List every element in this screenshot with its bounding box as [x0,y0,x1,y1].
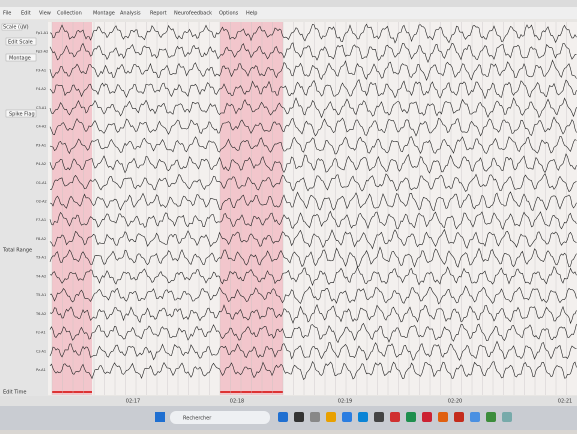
button-text[interactable]: Montage [9,56,31,62]
taskbar-icon[interactable] [326,412,336,422]
taskbar-icon[interactable] [390,412,400,422]
taskbar-icon[interactable] [406,412,416,422]
taskbar-icon[interactable] [486,412,496,422]
button-text[interactable]: Edit Scale [8,40,33,46]
channel-label: P4-A2 [36,162,46,166]
eeg-area [48,22,577,395]
menu-item[interactable]: Neurofeedback [174,11,212,17]
time-bar [0,396,577,406]
channel-label: T3-A1 [35,256,46,260]
time-label: 02:17 [126,399,140,405]
taskbar-icon[interactable] [278,412,288,422]
channel-label: Cz-A1 [36,349,46,353]
taskbar-icon[interactable] [502,412,512,422]
menu-bar [0,7,577,19]
channel-label: F4-A2 [36,87,46,91]
taskbar-icon[interactable] [374,412,384,422]
search-text[interactable]: Rechercher [183,416,212,422]
time-label: 02:18 [230,399,244,405]
channel-label: Pz-A1 [36,368,46,372]
title-bar [0,0,577,7]
time-label: 02:21 [558,399,572,405]
screen: Rechercher Scale (uV) Edit Scale Montage… [0,0,577,430]
taskbar-icon[interactable] [294,412,304,422]
channel-label: C4-A2 [36,125,46,129]
label: Edit Time [3,390,27,396]
time-label: 02:20 [448,399,462,405]
channel-label: T6-A2 [35,312,46,316]
channel-label: Fp2-A2 [36,50,48,54]
taskbar-icon[interactable] [470,412,480,422]
taskbar-icon[interactable] [310,412,320,422]
channel-label: T4-A2 [35,274,46,278]
label: Total Range [2,248,32,254]
menu-item[interactable]: Report [150,11,167,17]
menu-item[interactable]: File [3,11,11,17]
channel-label: Fz-A1 [36,331,46,335]
channel-label: O2-A2 [36,200,47,204]
channel-label: T5-A1 [35,293,46,297]
channel-label: C3-A1 [36,106,46,110]
taskbar-icon[interactable] [342,412,352,422]
label: Scale (uV) [3,25,29,31]
taskbar-icon[interactable] [358,412,368,422]
taskbar-icon[interactable] [422,412,432,422]
page: Rechercher Scale (uV) Edit Scale Montage… [0,0,577,430]
menu-item[interactable]: View [39,11,51,17]
channel-label: F8-A2 [36,237,46,241]
time-label: 02:19 [338,399,352,405]
menu-item[interactable]: Montage [93,11,115,17]
menu-item[interactable]: Collection [57,11,82,17]
left-panel [0,20,48,398]
channel-label: F3-A1 [36,68,46,72]
channel-label: P3-A1 [36,143,46,147]
taskbar-icon[interactable] [454,412,464,422]
menu-item[interactable]: Help [246,11,257,17]
start-icon[interactable] [155,412,165,422]
menu-item[interactable]: Options [219,11,239,17]
channel-label: Fp1-A1 [36,31,48,35]
button-text[interactable]: Spike Flag [9,112,35,118]
channel-label: O1-A1 [36,181,47,185]
menu-item[interactable]: Edit [21,11,31,17]
taskbar-icon[interactable] [438,412,448,422]
menu-item[interactable]: Analysis [120,11,141,17]
channel-label: F7-A1 [36,218,46,222]
